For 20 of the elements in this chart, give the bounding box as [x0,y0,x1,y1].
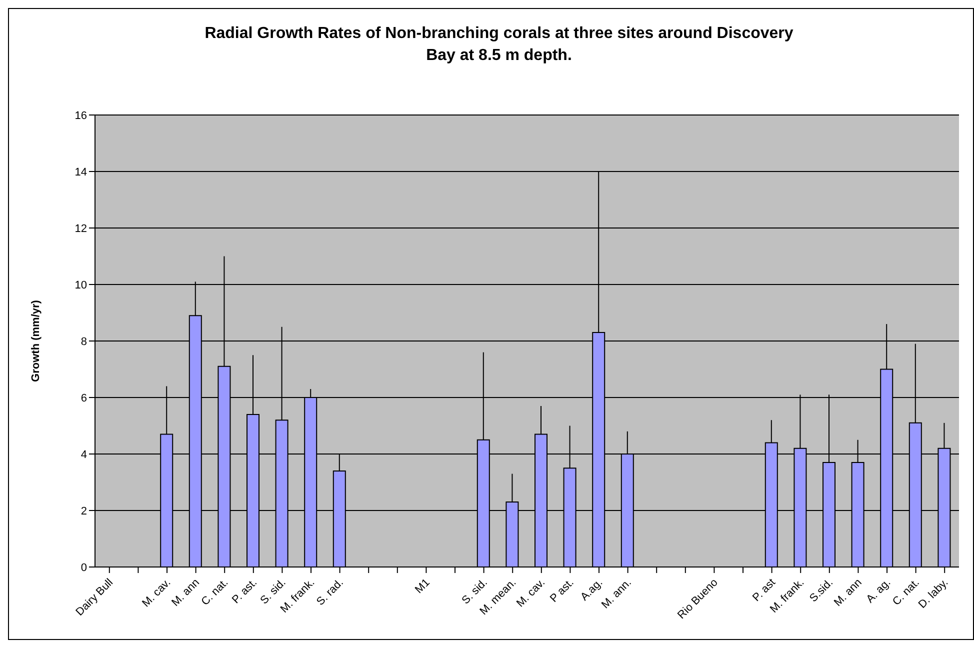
y-tick-label: 10 [74,279,87,292]
x-tick-label: M. ann [170,576,202,609]
y-tick-label: 8 [80,336,87,348]
x-tick-label: A. ag. [864,576,894,606]
x-tick-label: P ast. [548,576,576,605]
y-tick-label: 14 [74,166,87,178]
chart-title: Radial Growth Rates of Non-branching corals at three sites around Discovery Bay at 8.5 m depth. [204,24,794,66]
x-tick-label: M. ann [832,576,864,609]
y-tick-label: 6 [80,392,87,404]
y-tick-label: 12 [74,222,87,235]
y-tick-label: 16 [74,110,87,122]
y-tick-label: 2 [80,505,87,518]
x-tick-label: M. cav. [514,576,548,610]
x-tick-label: C. nat. [199,576,231,608]
y-tick-label: 4 [80,448,87,461]
x-tick-label: S. rad. [314,576,346,608]
y-axis-title: Growth (mm/yr) [30,300,42,382]
x-tick-label: P. ast. [230,576,260,606]
y-tick-label: 0 [80,562,87,574]
x-tick-label: M1 [413,576,432,596]
